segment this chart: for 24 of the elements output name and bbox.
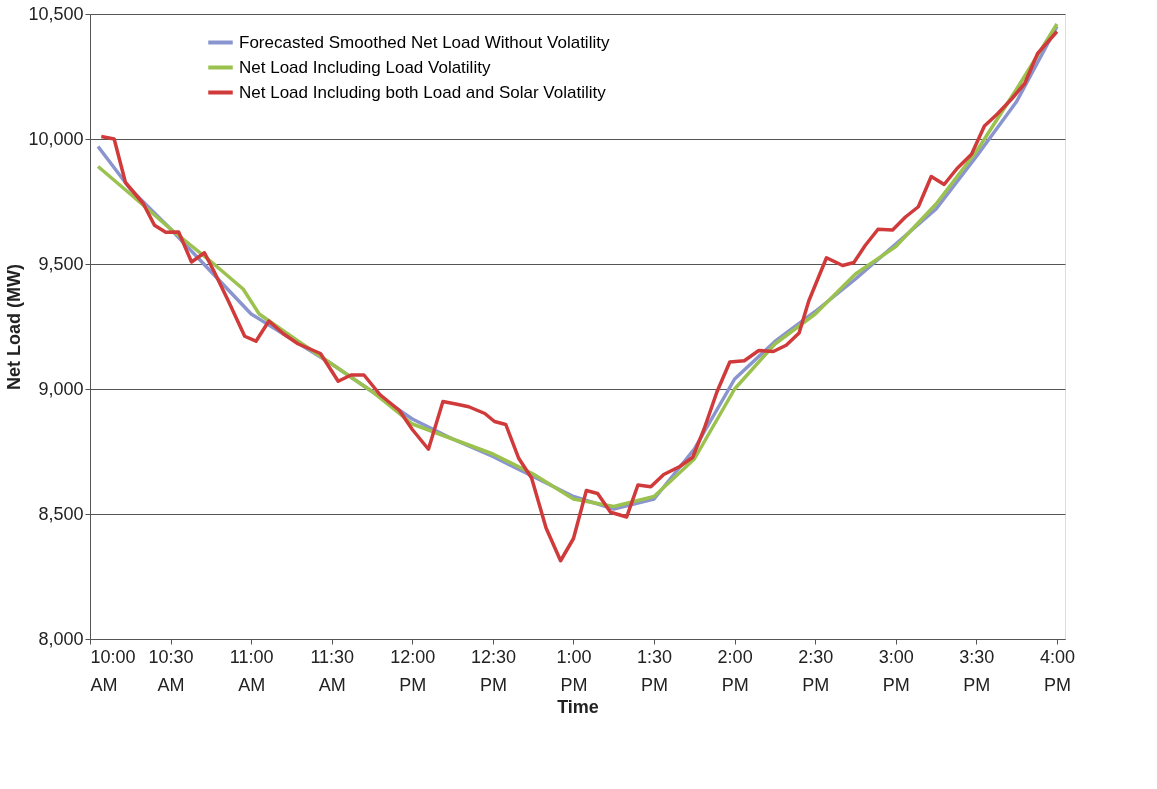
y-tick-label: 8,000 [38, 628, 84, 649]
x-tick-label: 3:00 PM [878, 646, 914, 695]
x-tick-label: 10:30 AM [148, 646, 194, 695]
y-axis-title: Net Load (MW) [4, 264, 25, 390]
x-tick-label: 10:00 AM [90, 646, 136, 695]
legend-label: Net Load Including both Load and Solar Volatility [239, 82, 607, 102]
x-tick-label: 4:00 PM [1039, 646, 1075, 695]
x-tick-label: 11:00 AM [229, 646, 274, 695]
legend-label: Net Load Including Load Volatility [239, 57, 491, 77]
x-tick-label: 2:00 PM [717, 646, 753, 695]
y-tick-label: 9,000 [38, 378, 84, 399]
x-tick-label: 2:30 PM [798, 646, 834, 695]
x-tick-label: 12:00 PM [390, 646, 436, 695]
x-tick-label: 1:00 PM [556, 646, 592, 695]
y-tick-label: 10,000 [28, 128, 84, 149]
legend-label: Forecasted Smoothed Net Load Without Volatility [239, 32, 610, 52]
y-tick-label: 8,500 [38, 503, 84, 524]
x-tick-label: 1:30 PM [637, 646, 673, 695]
x-axis-title: Time [557, 696, 599, 717]
y-tick-label: 10,500 [28, 3, 84, 24]
y-tick-label: 9,500 [38, 253, 84, 274]
x-tick-label: 12:30 PM [470, 646, 516, 695]
x-tick-label: 11:30 AM [310, 646, 355, 695]
x-tick-label: 3:30 PM [959, 646, 995, 695]
